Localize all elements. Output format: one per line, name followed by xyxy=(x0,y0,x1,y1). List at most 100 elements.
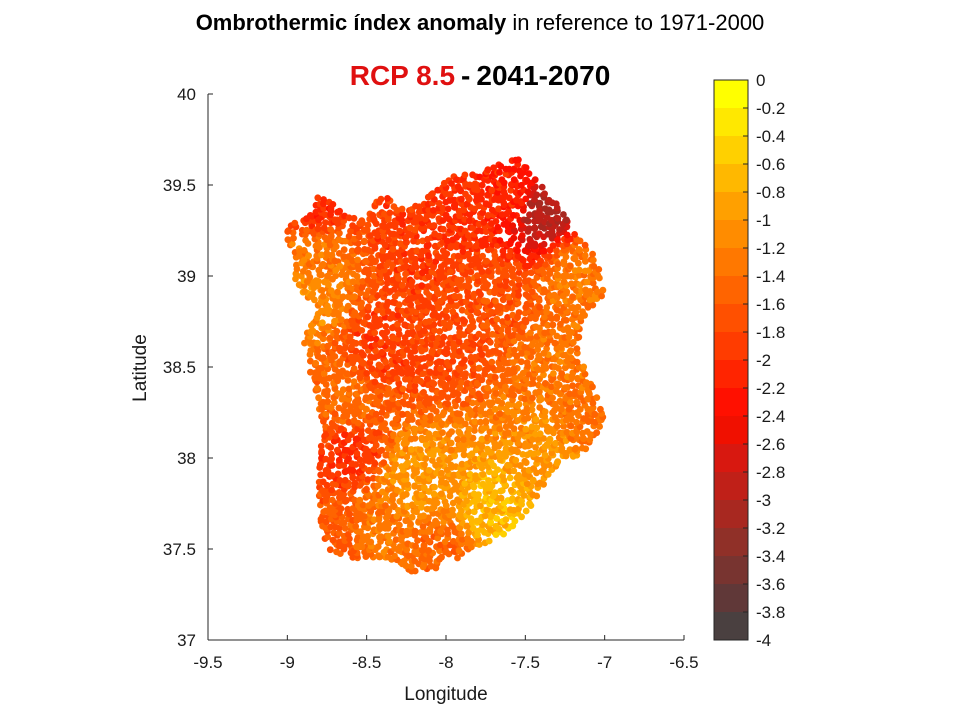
data-point xyxy=(509,408,517,416)
data-point xyxy=(399,398,407,406)
data-point xyxy=(372,257,380,265)
x-axis-label: Longitude xyxy=(404,684,487,705)
data-point xyxy=(465,405,473,413)
colorbar-segment xyxy=(714,500,748,529)
data-point xyxy=(593,429,601,437)
data-point xyxy=(345,232,353,240)
x-tick-label: -8 xyxy=(438,653,453,672)
data-point xyxy=(351,496,358,504)
data-point xyxy=(483,257,491,265)
data-point xyxy=(336,461,344,469)
data-point xyxy=(426,368,434,376)
data-point xyxy=(475,288,483,296)
data-point xyxy=(450,196,458,204)
data-point xyxy=(398,216,406,224)
data-point xyxy=(331,257,339,265)
data-point xyxy=(599,286,607,294)
data-point xyxy=(392,536,400,543)
data-point xyxy=(545,253,553,260)
data-point xyxy=(582,445,590,453)
data-point xyxy=(515,400,523,408)
data-point xyxy=(328,251,336,259)
data-point xyxy=(438,490,445,498)
data-point xyxy=(504,429,512,437)
data-point xyxy=(440,518,447,526)
data-point xyxy=(318,364,326,372)
data-point xyxy=(537,394,544,402)
data-point xyxy=(462,420,469,428)
data-point xyxy=(484,281,491,289)
data-point xyxy=(567,262,574,270)
data-point xyxy=(485,537,493,545)
y-tick-label: 40 xyxy=(177,85,196,104)
data-point xyxy=(461,171,469,179)
data-point xyxy=(411,425,419,433)
y-tick-label: 37.5 xyxy=(163,540,196,559)
data-point xyxy=(300,256,308,264)
data-point xyxy=(412,308,420,316)
data-point xyxy=(419,247,426,255)
data-point xyxy=(377,363,385,370)
data-point xyxy=(583,379,590,386)
data-point xyxy=(354,419,362,427)
data-point xyxy=(461,356,468,364)
data-point xyxy=(535,354,543,362)
data-point xyxy=(475,390,482,398)
data-point xyxy=(364,524,372,532)
data-point xyxy=(533,308,541,316)
data-point xyxy=(402,358,410,366)
data-point xyxy=(358,358,366,366)
data-point xyxy=(364,427,372,434)
data-point xyxy=(456,441,464,449)
data-point xyxy=(593,394,601,401)
data-point xyxy=(469,318,477,326)
data-point xyxy=(411,434,419,442)
data-point xyxy=(301,339,308,347)
data-point xyxy=(471,427,478,434)
data-point xyxy=(412,255,420,263)
data-point xyxy=(484,191,491,199)
data-point xyxy=(353,450,361,457)
data-point xyxy=(567,272,575,280)
data-point xyxy=(425,318,433,325)
data-point xyxy=(511,346,518,354)
data-point xyxy=(488,186,496,194)
data-point xyxy=(492,379,499,386)
data-point xyxy=(412,460,420,468)
data-point xyxy=(540,286,548,294)
data-point xyxy=(524,414,532,422)
data-point xyxy=(475,491,482,499)
data-point xyxy=(582,257,589,265)
data-point xyxy=(335,529,343,537)
data-point xyxy=(340,491,348,498)
data-point xyxy=(566,446,574,454)
data-point xyxy=(573,418,580,426)
data-point xyxy=(598,292,605,300)
data-point xyxy=(351,479,359,487)
data-point xyxy=(411,343,419,351)
data-point xyxy=(315,394,322,402)
data-point xyxy=(458,379,465,386)
data-point xyxy=(438,420,445,427)
data-point xyxy=(511,374,518,382)
data-point xyxy=(549,321,557,329)
data-point xyxy=(432,394,439,402)
data-point xyxy=(518,349,525,357)
y-ticks: 37 37.5 38 38.5 39 39.5 40 xyxy=(163,85,213,650)
data-point xyxy=(453,176,460,184)
data-point xyxy=(486,428,494,436)
data-point xyxy=(363,485,370,493)
data-point xyxy=(545,196,553,204)
data-point xyxy=(412,542,419,550)
data-point xyxy=(404,481,412,488)
data-point xyxy=(439,380,447,388)
data-point xyxy=(510,337,518,345)
data-point xyxy=(482,392,490,400)
data-point xyxy=(404,459,411,467)
data-point xyxy=(352,523,360,530)
data-point xyxy=(465,425,473,433)
data-point xyxy=(455,293,463,301)
data-point xyxy=(591,410,599,418)
data-point xyxy=(447,191,454,198)
data-point xyxy=(324,302,331,310)
